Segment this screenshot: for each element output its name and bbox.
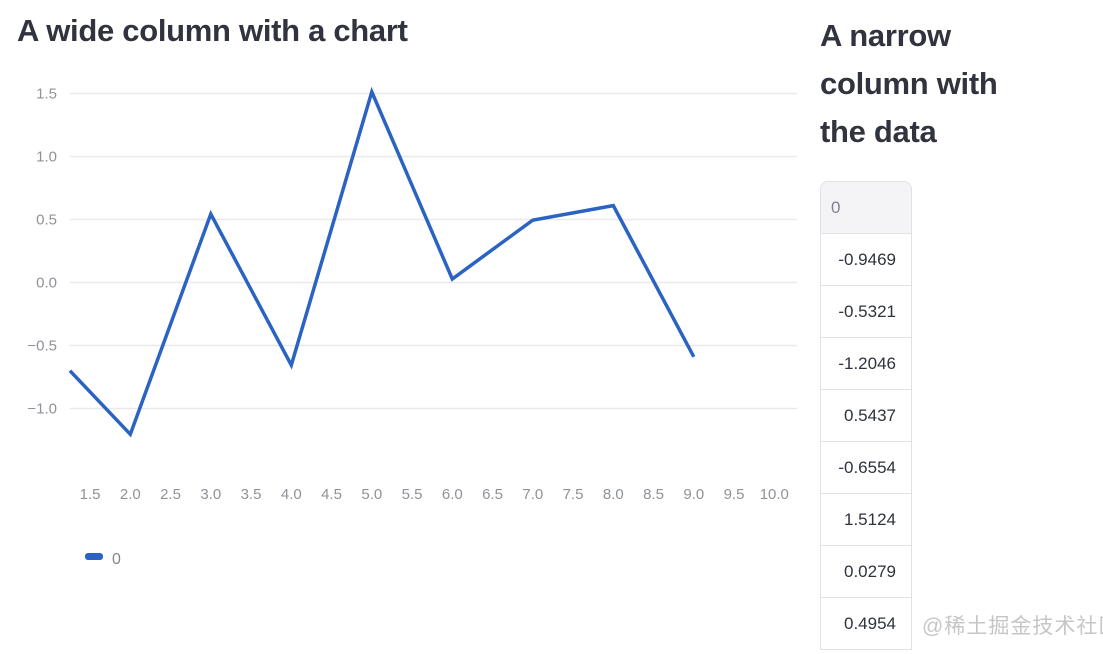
table-cell: 0.5437 [820, 390, 912, 442]
table-cell: 0.0279 [820, 546, 912, 598]
table-header-cell: 0 [820, 181, 912, 234]
x-tick-label: 9.0 [683, 486, 704, 503]
table-cell: 0.4954 [820, 598, 912, 650]
wide-column-heading: A wide column with a chart [17, 13, 408, 48]
legend-label: 0 [112, 551, 121, 568]
table-row: 0.0279 [820, 546, 912, 598]
data-table: 0 -0.9469 -0.5321 -1.2046 0.5437 -0.6554 1.51… [820, 181, 912, 650]
x-tick-label: 7.0 [522, 486, 543, 503]
line-chart[interactable]: 1.5 1.0 0.5 0.0 −0.5 −1.0 1.5 2.0 2.5 3.0 3.5 4.0 4.… [0, 0, 810, 654]
y-tick-label: −1.0 [27, 401, 57, 418]
y-tick-label: 1.0 [36, 149, 57, 166]
x-tick-label: 5.0 [361, 486, 382, 503]
x-tick-label: 3.0 [200, 486, 221, 503]
y-tick-label: 0.0 [36, 275, 57, 292]
y-tick-label: 0.5 [36, 212, 57, 229]
table-row: -0.9469 [820, 234, 912, 286]
x-tick-label: 4.5 [321, 486, 342, 503]
watermark: @稀土掘金技术社区 [922, 615, 1103, 638]
x-tick-label: 10.0 [760, 486, 789, 503]
table-row: 1.5124 [820, 494, 912, 546]
x-tick-label: 3.5 [241, 486, 262, 503]
x-tick-label: 7.5 [563, 486, 584, 503]
narrow-column-heading: A narrow column with the data [820, 18, 998, 149]
data-line-series-0 [68, 86, 696, 438]
line-chart-svg: 1.5 1.0 0.5 0.0 −0.5 −1.0 1.5 2.0 2.5 3.0 3.5 4.0 4.… [27, 86, 797, 568]
x-tick-label: 4.0 [281, 486, 302, 503]
table-cell: -1.2046 [820, 338, 912, 390]
y-tick-label: 1.5 [36, 86, 57, 103]
x-tick-label: 6.5 [482, 486, 503, 503]
table-cell: -0.9469 [820, 234, 912, 286]
y-tick-label: −0.5 [27, 338, 57, 355]
table-row: 0.5437 [820, 390, 912, 442]
x-tick-label: 2.5 [160, 486, 181, 503]
x-tick-label: 8.0 [603, 486, 624, 503]
legend-swatch [85, 553, 103, 560]
table-row: 0.4954 [820, 598, 912, 650]
table-header-row: 0 [820, 181, 912, 234]
x-tick-label: 9.5 [724, 486, 745, 503]
table-cell: -0.6554 [820, 442, 912, 494]
table-row: -0.5321 [820, 286, 912, 338]
table-row: -0.6554 [820, 442, 912, 494]
x-tick-label: 2.0 [120, 486, 141, 503]
x-tick-label: 5.5 [402, 486, 423, 503]
x-tick-label: 1.5 [80, 486, 101, 503]
x-tick-label: 6.0 [442, 486, 463, 503]
table-cell: -0.5321 [820, 286, 912, 338]
table-row: -1.2046 [820, 338, 912, 390]
x-tick-label: 8.5 [643, 486, 664, 503]
table-cell: 1.5124 [820, 494, 912, 546]
